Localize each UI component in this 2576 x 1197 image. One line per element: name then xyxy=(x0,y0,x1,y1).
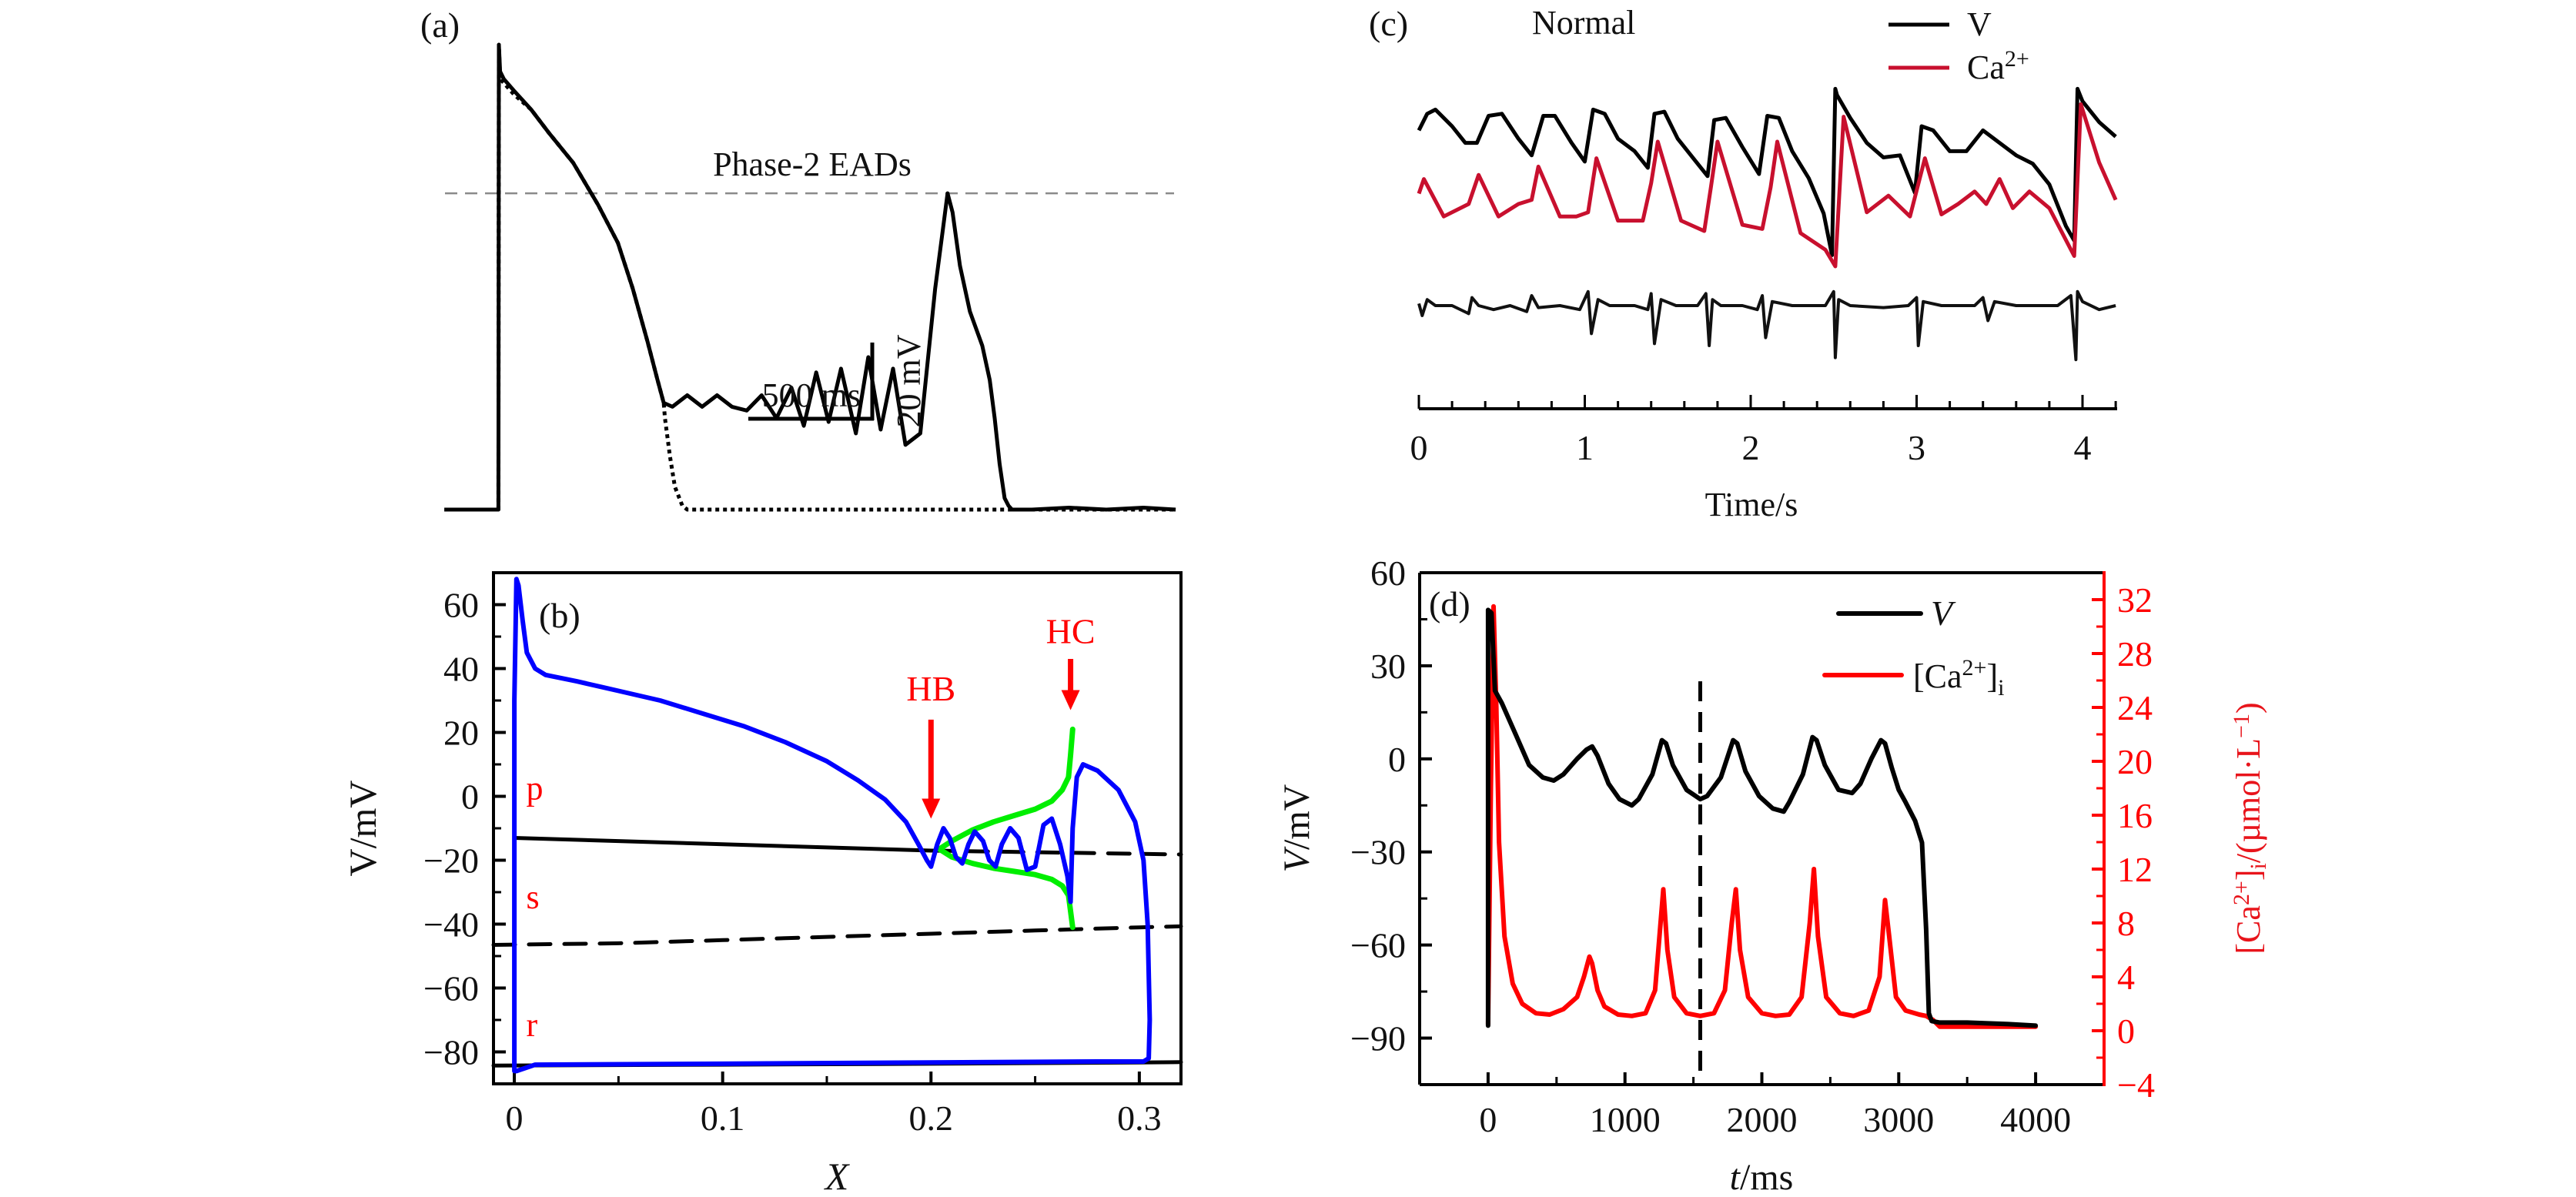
series-line-ecg xyxy=(1417,289,2116,362)
scale-bar: 500 ms 20 mV xyxy=(748,334,928,428)
y-tick-label-left: −60 xyxy=(1350,926,1406,965)
x-tick-label: 4 xyxy=(2074,428,2092,467)
y-tick-label: −40 xyxy=(423,905,479,945)
series-line-v xyxy=(1417,86,2117,257)
series-line-unstable-branch-upper- xyxy=(928,848,1183,857)
x-tick-label: 0 xyxy=(506,1098,524,1138)
legend-label-ca: [Ca2+]i xyxy=(1913,655,2004,700)
y-tick-label-left: −90 xyxy=(1350,1019,1406,1058)
panel-b: 0 0.1 0.2 0.3 −80 −60 −40 −20 0 20 40 60 (b) HB HC p s… xyxy=(341,571,1183,1197)
panel-d-label: (d) xyxy=(1429,584,1470,624)
annotation-hc: HC xyxy=(1046,611,1096,650)
y-tick-label-left: 0 xyxy=(1388,740,1406,779)
y-tick-label-right: 0 xyxy=(2117,1011,2135,1051)
x-tick-label: 0.1 xyxy=(701,1098,745,1138)
y-tick-label-left: 60 xyxy=(1370,553,1406,593)
y-tick-label-right: 24 xyxy=(2117,688,2153,727)
y-tick-label-right: −4 xyxy=(2117,1065,2155,1105)
eads-annotation: Phase-2 EADs xyxy=(713,145,912,183)
x-tick-label: 0.3 xyxy=(1117,1098,1162,1138)
series-line-saddle-branch xyxy=(491,924,1183,947)
y-tick-label-right: 4 xyxy=(2117,958,2135,997)
panel-c: (c) Normal V Ca2+ 0 1 2 3 4 Time/s xyxy=(1369,4,2118,523)
y-tick-label: 40 xyxy=(443,650,479,689)
legend-label-v: V xyxy=(1931,593,1956,633)
series-line-stable-branch-upper- xyxy=(512,836,933,853)
x-tick-label: 4000 xyxy=(2000,1100,2071,1139)
panel-d-ylabel-right: [Ca2+]i/(µmol·L−1) xyxy=(2229,702,2271,954)
x-tick-label: 0 xyxy=(1479,1100,1497,1139)
panel-c-title: Normal xyxy=(1532,4,1635,42)
legend-label-ca: Ca2+ xyxy=(1967,46,2029,86)
panel-d-legend: V [Ca2+]i xyxy=(1822,593,2004,700)
arrow-head-hc xyxy=(1061,690,1080,711)
panel-b-xlabel: X xyxy=(824,1155,851,1197)
scale-bar-time-label: 500 ms xyxy=(762,376,861,414)
x-tick-label: 1 xyxy=(1576,428,1594,467)
arrow-head-hb xyxy=(922,798,941,819)
x-tick-label: 1000 xyxy=(1590,1100,1661,1139)
panel-d-xlabel: t/ms xyxy=(1730,1157,1794,1197)
series-line-trajectory xyxy=(512,577,1153,1074)
series-line-ca2 xyxy=(1417,102,2118,269)
panel-c-legend: V Ca2+ xyxy=(1889,5,2029,86)
y-tick-label: 60 xyxy=(443,586,479,625)
branch-label-s: s xyxy=(526,878,539,916)
y-tick-label-left: −30 xyxy=(1350,833,1406,872)
x-tick-label: 2000 xyxy=(1727,1100,1798,1139)
branch-label-r: r xyxy=(526,1006,537,1044)
series-line-calcium xyxy=(1485,604,2039,1029)
series-line-normal-ap xyxy=(444,42,1176,512)
panel-b-frame xyxy=(492,571,1183,1085)
panel-c-label: (c) xyxy=(1369,4,1408,43)
y-tick-label-right: 8 xyxy=(2117,904,2135,943)
panel-a: (a) Phase-2 EADs 500 ms 20 mV xyxy=(420,5,1176,512)
y-tick-label: −20 xyxy=(423,841,479,881)
panel-d: 0 1000 2000 3000 4000 −90 −60 −30 0 30 60 −4 0 4 8 12 16… xyxy=(1276,553,2271,1197)
y-tick-label-right: 20 xyxy=(2117,742,2153,781)
y-tick-label-right: 16 xyxy=(2117,796,2153,835)
series-line-periodic-orbit-max xyxy=(936,726,1076,852)
y-tick-label-right: 32 xyxy=(2117,580,2153,620)
annotation-hb: HB xyxy=(906,669,955,708)
series-line-voltage xyxy=(1485,607,2039,1028)
y-tick-label-right: 12 xyxy=(2117,850,2153,889)
y-tick-label: 20 xyxy=(443,714,479,753)
y-tick-label-left: 30 xyxy=(1370,647,1406,686)
branch-label-p: p xyxy=(526,770,543,807)
x-tick-label: 3000 xyxy=(1863,1100,1934,1139)
panel-c-xlabel: Time/s xyxy=(1705,486,1798,523)
panel-a-label: (a) xyxy=(420,5,460,45)
x-tick-label: 0 xyxy=(1410,428,1428,467)
x-tick-label: 3 xyxy=(1908,428,1925,467)
x-tick-label: 0.2 xyxy=(909,1098,954,1138)
legend-label-v: V xyxy=(1967,5,1992,43)
y-tick-label: −60 xyxy=(423,969,479,1008)
series-line-ead-ap xyxy=(444,42,1176,512)
y-tick-label-right: 28 xyxy=(2117,634,2153,674)
panel-b-ylabel: V/mV xyxy=(341,781,384,877)
y-tick-label: −80 xyxy=(423,1033,479,1072)
panel-d-ylabel-left: V/mV xyxy=(1276,784,1317,872)
x-tick-label: 2 xyxy=(1742,428,1760,467)
panel-b-label: (b) xyxy=(539,596,580,635)
scale-bar-voltage-label: 20 mV xyxy=(890,334,928,427)
y-tick-label: 0 xyxy=(461,777,479,817)
